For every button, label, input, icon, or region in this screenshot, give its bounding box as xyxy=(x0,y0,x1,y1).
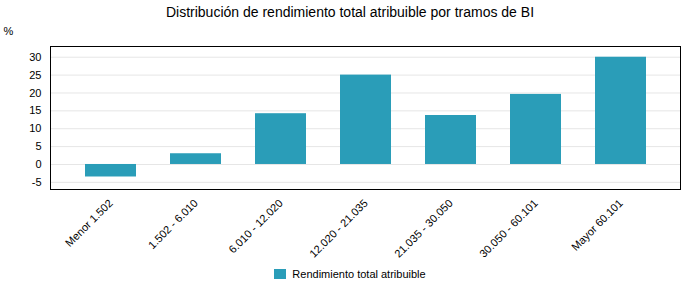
svg-text:10: 10 xyxy=(29,122,41,134)
svg-text:30.050 - 60.101: 30.050 - 60.101 xyxy=(477,197,540,260)
svg-text:20: 20 xyxy=(29,86,41,98)
svg-text:0: 0 xyxy=(35,158,41,170)
svg-text:Menor 1.502: Menor 1.502 xyxy=(63,197,115,249)
svg-text:%: % xyxy=(4,25,14,37)
svg-text:30: 30 xyxy=(29,51,41,63)
svg-text:5: 5 xyxy=(35,140,41,152)
svg-text:1.502 - 6.010: 1.502 - 6.010 xyxy=(146,197,200,251)
svg-text:12.020 - 21.035: 12.020 - 21.035 xyxy=(307,197,370,260)
html-text:Distribución de rendimiento to: Distribución de rendimiento total atribu… xyxy=(166,4,534,20)
svg-text:25: 25 xyxy=(29,69,41,81)
svg-text:21.035 - 30.050: 21.035 - 30.050 xyxy=(392,197,455,260)
html-text:Rendimiento total atribuible: Rendimiento total atribuible xyxy=(292,268,426,280)
svg-text:6.010 - 12.020: 6.010 - 12.020 xyxy=(226,197,285,256)
svg-text:15: 15 xyxy=(29,104,41,116)
svg-text:-5: -5 xyxy=(32,176,42,188)
svg-text:Mayor 60.101: Mayor 60.101 xyxy=(569,197,625,253)
